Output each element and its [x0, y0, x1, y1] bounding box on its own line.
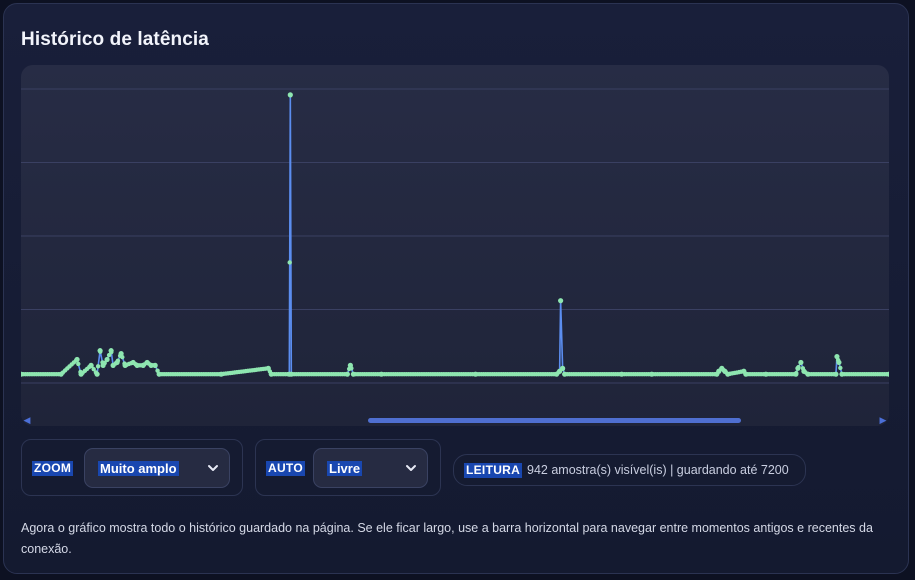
latency-series-line — [21, 94, 889, 375]
data-point[interactable] — [78, 371, 84, 377]
data-point[interactable] — [108, 348, 114, 354]
auto-selected-value: Livre — [327, 461, 363, 476]
data-point[interactable] — [152, 362, 158, 368]
data-point[interactable] — [287, 92, 293, 98]
data-point[interactable] — [104, 356, 110, 363]
latency-points — [21, 92, 889, 377]
data-point[interactable] — [347, 362, 353, 368]
latency-history-panel: Histórico de latência ◀ ▶ ZOOM Muito amp… — [3, 3, 909, 574]
chevron-down-icon — [406, 465, 416, 471]
chart-description: Agora o gráfico mostra todo o histórico … — [21, 521, 873, 556]
data-point[interactable] — [114, 359, 120, 366]
data-point[interactable] — [148, 362, 154, 368]
data-point[interactable] — [265, 365, 271, 371]
zoom-selected-value: Muito amplo — [98, 461, 179, 476]
data-point[interactable] — [156, 371, 162, 377]
data-point[interactable] — [839, 371, 845, 377]
data-point[interactable] — [130, 359, 136, 366]
auto-tag: AUTO — [266, 461, 305, 476]
data-point[interactable] — [558, 298, 564, 304]
data-point[interactable] — [268, 371, 274, 377]
data-point — [91, 366, 96, 372]
data-point[interactable] — [793, 371, 799, 377]
data-point — [838, 365, 843, 371]
latency-chart-svg — [21, 88, 889, 384]
zoom-tag: ZOOM — [32, 461, 74, 476]
data-point[interactable] — [94, 371, 100, 377]
data-point[interactable] — [834, 353, 840, 360]
data-point[interactable] — [74, 356, 80, 363]
data-point[interactable] — [798, 359, 804, 366]
auto-control: AUTO Livre — [255, 439, 441, 496]
data-point[interactable] — [562, 371, 568, 377]
data-point[interactable] — [649, 371, 655, 377]
data-point — [287, 260, 292, 265]
data-point[interactable] — [118, 351, 124, 357]
data-point[interactable] — [472, 371, 479, 377]
data-point — [76, 361, 81, 367]
latency-chart: ◀ ▶ — [21, 65, 889, 426]
data-point[interactable] — [100, 362, 106, 368]
reading-text: 942 amostra(s) visível(is) | guardando a… — [527, 463, 789, 477]
data-point[interactable] — [725, 371, 731, 377]
data-point[interactable] — [836, 359, 842, 366]
data-point[interactable] — [122, 362, 128, 368]
data-point[interactable] — [97, 348, 103, 354]
auto-select[interactable]: Livre — [313, 448, 428, 488]
data-point[interactable] — [350, 371, 356, 377]
chevron-down-icon — [208, 465, 218, 471]
chart-horizontal-scrollbar[interactable]: ◀ ▶ — [21, 414, 889, 426]
data-point — [95, 364, 101, 369]
data-point[interactable] — [619, 371, 625, 377]
zoom-select[interactable]: Muito amplo — [84, 448, 230, 488]
reading-status: LEITURA 942 amostra(s) visível(is) | gua… — [453, 454, 806, 486]
data-point[interactable] — [886, 371, 889, 377]
data-point[interactable] — [288, 371, 294, 377]
data-point[interactable] — [743, 371, 749, 377]
data-point[interactable] — [21, 371, 24, 377]
data-point[interactable] — [805, 371, 811, 377]
data-point[interactable] — [801, 368, 807, 374]
scroll-left-arrow-icon[interactable]: ◀ — [23, 415, 31, 425]
data-point[interactable] — [795, 365, 801, 371]
reading-tag: LEITURA — [464, 463, 523, 478]
data-point[interactable] — [144, 359, 150, 366]
data-point[interactable] — [58, 371, 64, 377]
data-point[interactable] — [560, 365, 566, 371]
data-point[interactable] — [110, 362, 116, 368]
data-point[interactable] — [140, 362, 146, 368]
data-point[interactable] — [763, 371, 769, 377]
data-point[interactable] — [218, 371, 224, 377]
scrollbar-thumb[interactable] — [368, 418, 741, 423]
panel-title: Histórico de latência — [21, 29, 209, 50]
data-point[interactable] — [88, 362, 94, 368]
scroll-right-arrow-icon[interactable]: ▶ — [879, 415, 887, 425]
data-point[interactable] — [134, 362, 140, 368]
data-point[interactable] — [344, 371, 350, 377]
data-point[interactable] — [378, 371, 385, 377]
zoom-control: ZOOM Muito amplo — [21, 439, 243, 496]
data-point[interactable] — [833, 371, 839, 377]
